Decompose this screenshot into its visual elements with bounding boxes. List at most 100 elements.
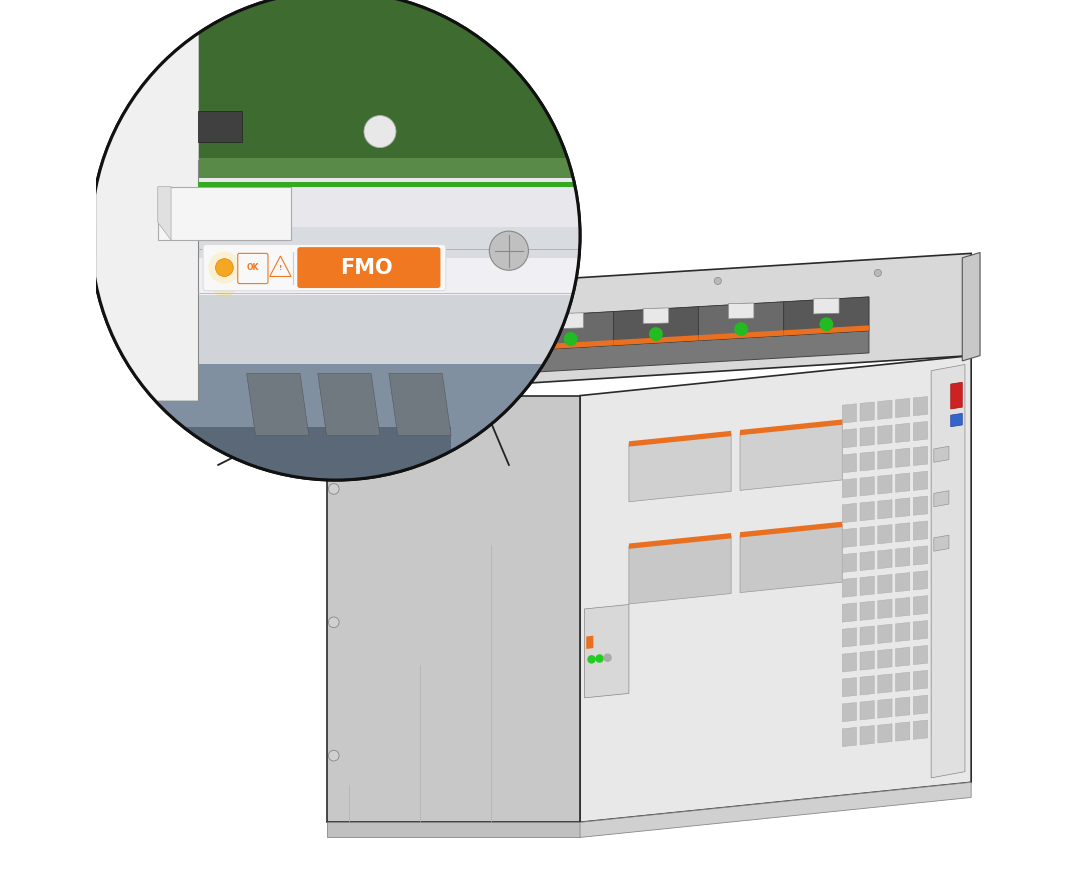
Polygon shape xyxy=(326,822,580,837)
Polygon shape xyxy=(95,364,584,489)
Polygon shape xyxy=(895,697,909,717)
Polygon shape xyxy=(931,444,945,464)
Polygon shape xyxy=(878,525,892,544)
Polygon shape xyxy=(895,722,909,741)
Polygon shape xyxy=(878,724,892,743)
Polygon shape xyxy=(842,453,856,473)
Polygon shape xyxy=(860,576,875,596)
FancyBboxPatch shape xyxy=(238,253,268,284)
Text: FMO: FMO xyxy=(340,258,393,277)
Polygon shape xyxy=(934,446,949,462)
Polygon shape xyxy=(613,307,699,346)
Polygon shape xyxy=(914,471,928,491)
Circle shape xyxy=(588,656,595,663)
Polygon shape xyxy=(949,717,963,736)
Polygon shape xyxy=(95,178,584,227)
Polygon shape xyxy=(895,498,909,517)
Polygon shape xyxy=(558,313,583,329)
Polygon shape xyxy=(95,158,584,178)
Polygon shape xyxy=(528,340,613,350)
Circle shape xyxy=(650,328,662,340)
Polygon shape xyxy=(158,187,292,240)
Polygon shape xyxy=(784,297,869,335)
Polygon shape xyxy=(318,373,380,436)
Polygon shape xyxy=(878,649,892,669)
Polygon shape xyxy=(878,599,892,619)
Polygon shape xyxy=(473,317,498,333)
Polygon shape xyxy=(878,425,892,444)
Polygon shape xyxy=(949,542,963,562)
Text: OK: OK xyxy=(246,263,259,272)
Circle shape xyxy=(734,323,747,335)
Polygon shape xyxy=(842,702,856,722)
Polygon shape xyxy=(842,653,856,672)
FancyBboxPatch shape xyxy=(297,247,441,288)
Polygon shape xyxy=(914,670,928,690)
Polygon shape xyxy=(895,423,909,443)
Polygon shape xyxy=(934,535,949,551)
Polygon shape xyxy=(158,187,171,240)
Polygon shape xyxy=(699,302,784,340)
Polygon shape xyxy=(860,501,875,521)
Polygon shape xyxy=(895,622,909,642)
Polygon shape xyxy=(860,701,875,720)
Polygon shape xyxy=(895,573,909,592)
Polygon shape xyxy=(728,303,754,319)
Polygon shape xyxy=(842,628,856,647)
Polygon shape xyxy=(842,553,856,573)
Circle shape xyxy=(364,116,396,148)
Polygon shape xyxy=(860,402,875,421)
Polygon shape xyxy=(860,526,875,546)
Polygon shape xyxy=(914,645,928,665)
Polygon shape xyxy=(949,418,963,437)
Polygon shape xyxy=(860,676,875,695)
Circle shape xyxy=(480,338,491,350)
Polygon shape xyxy=(629,533,731,549)
Polygon shape xyxy=(389,373,451,436)
Polygon shape xyxy=(740,422,842,491)
Polygon shape xyxy=(949,617,963,637)
Polygon shape xyxy=(878,500,892,519)
FancyBboxPatch shape xyxy=(203,244,446,291)
Circle shape xyxy=(714,277,721,284)
Polygon shape xyxy=(357,297,869,360)
Circle shape xyxy=(875,269,881,276)
Polygon shape xyxy=(95,427,451,489)
Polygon shape xyxy=(860,477,875,496)
Polygon shape xyxy=(860,651,875,670)
Polygon shape xyxy=(931,420,945,439)
Polygon shape xyxy=(949,667,963,686)
Polygon shape xyxy=(931,718,945,738)
Polygon shape xyxy=(198,182,584,187)
Polygon shape xyxy=(878,400,892,420)
Polygon shape xyxy=(934,491,949,507)
Polygon shape xyxy=(914,596,928,615)
Polygon shape xyxy=(528,312,613,350)
Polygon shape xyxy=(895,647,909,667)
Polygon shape xyxy=(949,468,963,487)
Polygon shape xyxy=(914,546,928,565)
Polygon shape xyxy=(860,452,875,471)
Polygon shape xyxy=(740,420,842,436)
Polygon shape xyxy=(931,395,945,414)
Polygon shape xyxy=(914,421,928,441)
Polygon shape xyxy=(580,782,971,837)
Polygon shape xyxy=(644,308,669,324)
Polygon shape xyxy=(878,674,892,693)
Polygon shape xyxy=(388,323,414,339)
Polygon shape xyxy=(95,0,198,400)
Polygon shape xyxy=(914,396,928,416)
Polygon shape xyxy=(443,345,528,356)
Polygon shape xyxy=(860,725,875,745)
Circle shape xyxy=(489,231,528,270)
Polygon shape xyxy=(914,695,928,715)
Polygon shape xyxy=(931,644,945,663)
Polygon shape xyxy=(357,321,443,360)
Polygon shape xyxy=(842,677,856,697)
Polygon shape xyxy=(326,253,971,396)
Polygon shape xyxy=(931,544,945,564)
Polygon shape xyxy=(740,522,842,538)
Polygon shape xyxy=(931,494,945,514)
Polygon shape xyxy=(914,521,928,541)
Polygon shape xyxy=(962,252,980,361)
